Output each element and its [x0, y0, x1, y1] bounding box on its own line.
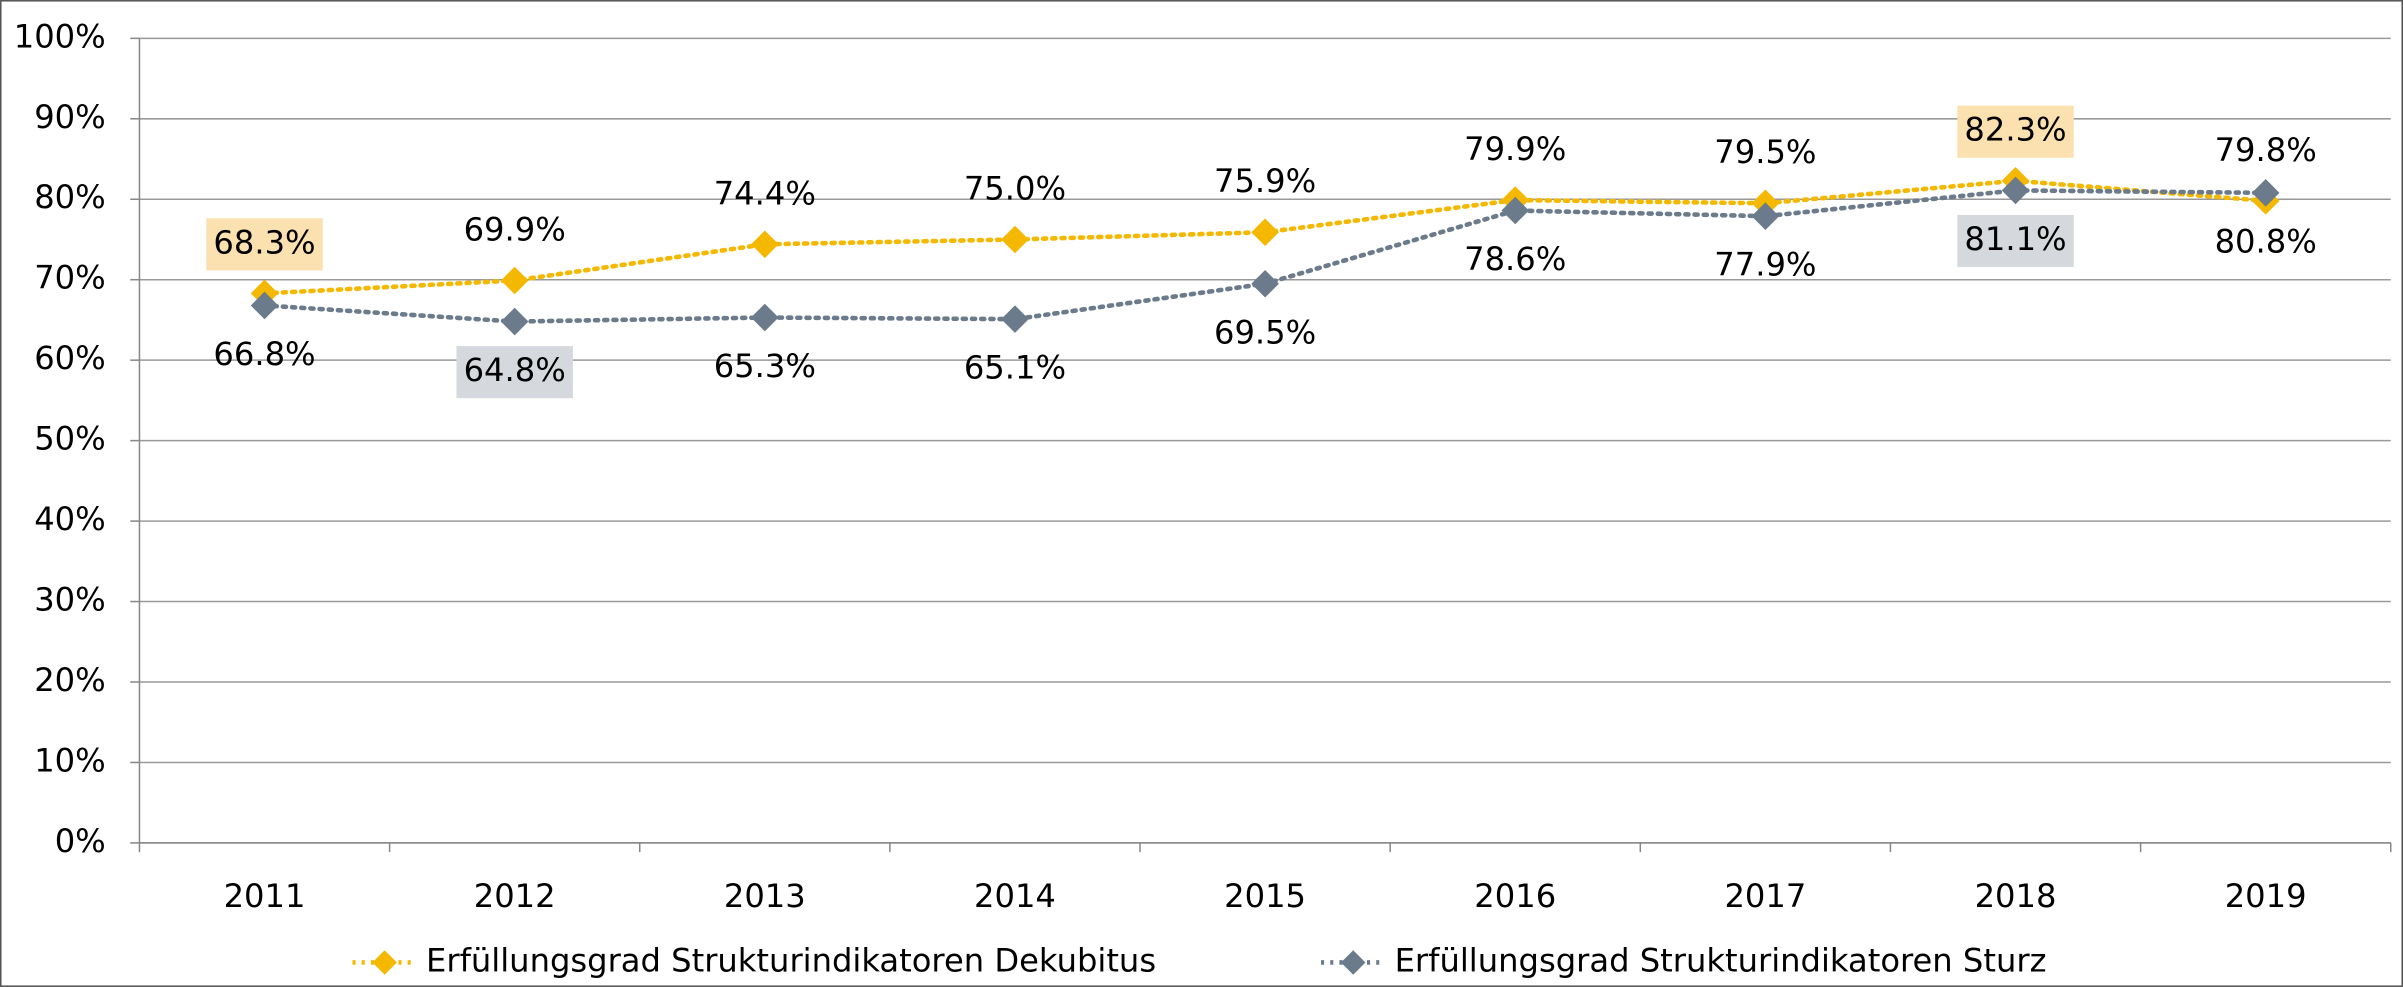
x-tick-label: 2019: [2225, 877, 2307, 915]
x-tick-label: 2014: [974, 877, 1056, 915]
data-label: 64.8%: [464, 351, 566, 389]
x-tick-label: 2018: [1975, 877, 2057, 915]
y-tick-label: 70%: [34, 259, 106, 297]
data-label: 79.5%: [1714, 133, 1816, 171]
data-label: 81.1%: [1964, 220, 2066, 258]
legend-marker: [1340, 950, 1366, 975]
data-label: 79.8%: [2215, 131, 2317, 169]
marker: [751, 303, 779, 332]
data-label: 77.9%: [1714, 246, 1816, 284]
data-label: 69.5%: [1214, 313, 1316, 351]
marker: [1501, 196, 1530, 225]
data-label: 74.4%: [714, 174, 816, 212]
data-label: 75.9%: [1214, 162, 1316, 200]
y-tick-label: 50%: [34, 420, 106, 458]
y-tick-label: 90%: [34, 98, 106, 136]
marker: [1751, 202, 1780, 230]
legend-label: Erfüllungsgrad Strukturindikatoren Dekub…: [426, 941, 1156, 979]
y-tick-label: 30%: [34, 581, 106, 619]
legend-label: Erfüllungsgrad Strukturindikatoren Sturz: [1395, 941, 2047, 979]
label-highlight: [206, 218, 323, 271]
data-label: 68.3%: [213, 223, 315, 261]
marker: [751, 230, 779, 259]
data-label: 75.0%: [964, 169, 1066, 207]
y-tick-label: 0%: [55, 822, 106, 860]
x-tick-label: 2015: [1224, 877, 1306, 915]
y-tick-label: 100%: [14, 17, 106, 55]
x-tick-label: 2013: [724, 877, 806, 915]
label-highlight: [456, 346, 573, 399]
data-label: 78.6%: [1464, 240, 1566, 278]
x-tick-label: 2017: [1724, 877, 1806, 915]
y-tick-label: 80%: [34, 178, 106, 216]
y-tick-label: 60%: [34, 339, 106, 377]
y-tick-label: 20%: [34, 661, 106, 699]
data-label: 80.8%: [2215, 222, 2317, 260]
data-label: 65.3%: [714, 347, 816, 385]
label-highlight: [1957, 105, 2074, 158]
y-tick-label: 40%: [34, 500, 106, 538]
x-tick-label: 2012: [474, 877, 556, 915]
marker: [1251, 218, 1279, 247]
marker: [1251, 269, 1279, 298]
data-label: 66.8%: [213, 335, 315, 373]
x-tick-label: 2011: [224, 877, 306, 915]
x-tick-label: 2016: [1474, 877, 1556, 915]
data-label: 79.9%: [1464, 130, 1566, 168]
marker: [2251, 179, 2280, 207]
data-label: 82.3%: [1964, 111, 2066, 149]
label-highlight: [1957, 214, 2074, 268]
data-label: 65.1%: [964, 349, 1066, 387]
data-label: 69.9%: [464, 210, 566, 248]
y-tick-label: 10%: [34, 741, 106, 779]
